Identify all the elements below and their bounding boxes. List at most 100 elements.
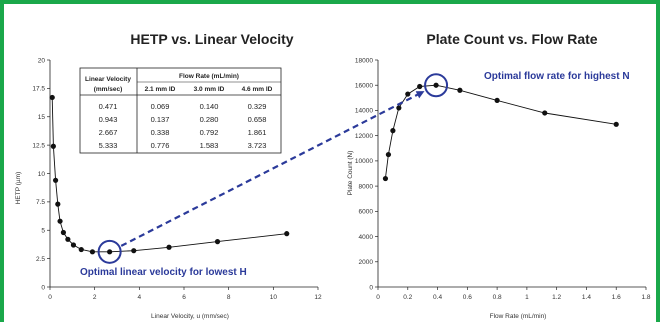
left-y-tick-label: 12.5: [32, 142, 45, 149]
right-data-point: [417, 83, 423, 90]
connecting-dashed-arrow: [120, 91, 425, 247]
right-y-tick-label: 6000: [359, 209, 374, 216]
left-data-point: [52, 177, 59, 183]
left-x-tick-label: 10: [270, 294, 278, 301]
right-y-tick-label: 2000: [359, 259, 374, 266]
right-chart-axes: 0 0.2 0.4 0.6 0.8 1 1.2 1.4 1.6 1.8 0 2000 4000 6000 8…: [355, 57, 651, 301]
left-x-tick-label: 4: [138, 294, 142, 301]
left-x-tick-label: 12: [314, 294, 322, 301]
left-data-point: [89, 249, 96, 255]
right-y-tick-label: 16000: [355, 83, 373, 90]
right-data-point: [494, 97, 500, 103]
right-data-point: [457, 87, 463, 93]
right-y-tick-label: 14000: [355, 108, 373, 115]
table-row-header-line1: Linear Velocity: [85, 76, 131, 83]
right-x-tick-label: 0.8: [493, 294, 502, 301]
left-data-point: [214, 239, 221, 245]
left-y-tick-label: 17.5: [32, 86, 45, 93]
table-body: 2.1 mm ID 3.0 mm ID 4.6 mm ID 0.471 0.069 0.1…: [99, 86, 273, 150]
left-data-point: [107, 249, 113, 255]
right-y-tick-label: 10000: [355, 158, 373, 165]
right-y-tick-label: 4000: [359, 234, 374, 241]
right-y-axis-label: Plate Count (N): [347, 151, 354, 196]
right-y-tick-label: 0: [369, 284, 373, 291]
right-data-point: [390, 128, 396, 134]
right-data-point: [405, 91, 411, 97]
left-data-point: [57, 218, 63, 224]
right-data-point: [433, 82, 439, 88]
right-chart-title: Plate Count vs. Flow Rate: [426, 31, 597, 47]
table-cell: 0.792: [200, 128, 219, 137]
right-x-tick-label: 0: [376, 294, 380, 301]
right-y-tick-label: 18000: [355, 57, 373, 64]
right-data-point: [396, 105, 402, 111]
left-annotation: Optimal linear velocity for lowest H: [80, 267, 247, 278]
left-optimum-highlight-circle: [97, 239, 122, 264]
left-y-tick-label: 15: [38, 114, 46, 121]
table-cell: 0.338: [151, 128, 170, 137]
left-data-point: [65, 236, 71, 242]
annotation-overlay: [97, 73, 449, 264]
left-x-tick-label: 6: [182, 294, 186, 301]
table-cell: 5.333: [99, 141, 118, 150]
table-cell: 0.471: [99, 102, 118, 111]
left-data-point: [55, 201, 61, 207]
right-data-point: [385, 151, 392, 158]
right-data-point: [382, 175, 389, 182]
right-x-tick-label: 1: [525, 294, 529, 301]
table-cell: 0.069: [151, 102, 170, 111]
left-y-tick-label: 5: [41, 228, 45, 235]
table-cell: 2.667: [99, 128, 118, 137]
right-x-tick-label: 0.2: [403, 294, 412, 301]
left-data-point: [131, 248, 137, 254]
left-data-point: [50, 143, 56, 149]
table-cell: 1.583: [200, 141, 219, 150]
right-series-line: [384, 84, 617, 179]
right-optimum-highlight-circle: [424, 73, 449, 98]
left-y-tick-label: 10: [38, 171, 46, 178]
left-chart-plot-area: [49, 94, 290, 255]
table-row-header-line2: (mm/sec): [94, 86, 123, 93]
table-column-label: 4.6 mm ID: [242, 86, 273, 93]
right-x-tick-label: 0.4: [433, 294, 442, 301]
table-cell: 1.861: [248, 128, 267, 137]
right-data-point: [542, 110, 548, 116]
left-y-tick-label: 20: [38, 57, 46, 64]
left-y-tick-label: 0: [41, 284, 45, 291]
right-x-tick-label: 1.8: [641, 294, 650, 301]
left-data-point: [60, 229, 66, 236]
right-y-tick-label: 12000: [355, 133, 373, 140]
left-data-point: [49, 94, 55, 101]
left-data-point: [78, 246, 84, 253]
table-column-label: 3.0 mm ID: [194, 86, 225, 93]
left-y-axis-label: HETP (µm): [15, 172, 22, 205]
right-annotation: Optimal flow rate for highest N: [484, 71, 630, 82]
left-data-point: [166, 244, 172, 250]
table-cell: 3.723: [248, 141, 267, 150]
left-x-tick-label: 0: [48, 294, 52, 301]
right-x-tick-label: 1.6: [612, 294, 621, 301]
right-chart-plot-area: [382, 82, 619, 182]
right-y-tick-label: 8000: [359, 183, 374, 190]
table-col-header: Flow Rate (mL/min): [179, 73, 239, 80]
right-data-point: [613, 121, 619, 127]
table-cell: 0.776: [151, 141, 170, 150]
left-x-tick-label: 8: [227, 294, 231, 301]
left-chart-title: HETP vs. Linear Velocity: [130, 31, 293, 47]
table-cell: 0.137: [151, 115, 170, 124]
left-y-tick-label: 7.5: [36, 199, 45, 206]
right-x-tick-label: 0.6: [463, 294, 472, 301]
left-x-axis-label: Linear Velocity, u (mm/sec): [151, 313, 229, 320]
table-cell: 0.943: [99, 115, 118, 124]
left-x-tick-label: 2: [93, 294, 97, 301]
right-x-tick-label: 1.4: [582, 294, 591, 301]
table-cell: 0.140: [200, 102, 219, 111]
left-data-point: [284, 231, 290, 237]
table-column-label: 2.1 mm ID: [145, 86, 176, 93]
flow-rate-table: Flow Rate (mL/min) Linear Velocity (mm/s…: [79, 67, 282, 154]
table-cell: 0.658: [248, 115, 267, 124]
right-x-tick-label: 1.2: [552, 294, 561, 301]
left-data-point: [70, 242, 77, 248]
